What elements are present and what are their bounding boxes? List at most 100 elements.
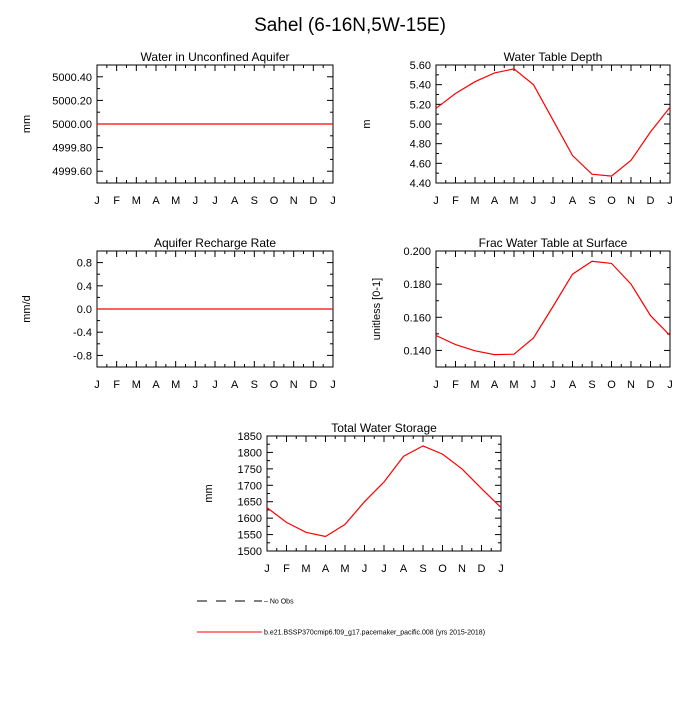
x-tick-label: M [340,563,349,575]
y-tick-label: -0.4 [73,327,92,339]
y-tick-label: 1650 [238,497,262,509]
x-tick-label: A [152,195,160,207]
y-tick-label: 1800 [238,447,262,459]
x-tick-label: M [171,195,180,207]
x-tick-label: D [647,195,655,207]
y-tick-label: 1550 [238,530,262,542]
plot-frame [266,435,502,552]
x-tick-label: J [498,563,504,575]
x-tick-label: M [470,195,479,207]
x-tick-label: A [231,379,239,391]
y-tick-label: -0.8 [73,350,92,362]
y-tick-label: 0.140 [403,345,431,357]
x-tick-label: S [588,379,595,391]
y-axis-label: unitless [0-1] [371,278,383,340]
legend-obs-label: – No Obs [264,599,294,606]
x-tick-label: N [627,195,635,207]
x-tick-label: M [171,379,180,391]
x-tick-label: J [531,379,537,391]
x-tick-label: A [491,379,499,391]
x-tick-label: J [94,195,100,207]
series-line-model [435,260,671,356]
y-tick-label: 5.00 [410,119,431,131]
panel-title: Water in Unconfined Aquifer [141,50,290,64]
x-tick-label: J [212,379,218,391]
x-tick-label: D [309,379,317,391]
y-axis-label: mm [21,115,33,133]
y-tick-label: 0.180 [403,279,431,291]
legend: – No Obs b.e21.BSSP370cmip6.f09_g17.pace… [197,599,485,637]
y-axis-label: mm [203,484,215,502]
x-tick-label: S [251,379,258,391]
y-tick-label: 5000.40 [52,72,92,84]
x-tick-label: F [113,195,120,207]
panel-title: Aquifer Recharge Rate [154,236,276,250]
x-tick-label: N [290,379,298,391]
y-tick-label: 1750 [238,464,262,476]
x-tick-label: O [438,563,447,575]
x-tick-label: J [667,379,673,391]
y-tick-label: 1700 [238,480,262,492]
x-tick-label: A [400,563,408,575]
x-tick-label: J [667,195,673,207]
x-tick-label: M [509,379,518,391]
x-tick-label: J [330,379,336,391]
y-tick-label: 5.60 [410,60,431,72]
x-tick-label: A [491,195,499,207]
y-tick-label: 4.80 [410,139,431,151]
x-tick-label: M [132,379,141,391]
x-tick-label: M [509,195,518,207]
x-tick-label: O [607,379,616,391]
x-tick-label: S [251,195,258,207]
y-tick-label: 0.200 [403,246,431,258]
y-tick-label: 1850 [238,431,262,443]
x-tick-label: J [550,379,556,391]
page-title: Sahel (6-16N,5W-15E) [254,15,446,36]
x-tick-label: N [290,195,298,207]
x-tick-label: J [550,195,556,207]
y-axis-label: m [361,119,373,128]
y-tick-label: 0.8 [77,258,92,270]
x-tick-label: J [94,379,100,391]
y-tick-label: 4999.60 [52,166,92,178]
panel-title: Total Water Storage [331,421,437,435]
x-tick-label: M [301,563,310,575]
x-tick-label: J [264,563,270,575]
panel-title: Frac Water Table at Surface [479,236,628,250]
x-tick-label: M [470,379,479,391]
x-tick-label: J [433,379,439,391]
y-tick-label: 5.20 [410,99,431,111]
x-tick-label: J [330,195,336,207]
x-tick-label: A [231,195,239,207]
y-tick-label: 0.160 [403,312,431,324]
x-tick-label: J [362,563,368,575]
x-tick-label: F [283,563,290,575]
y-tick-label: 1500 [238,546,262,558]
x-tick-label: A [322,563,330,575]
x-tick-label: N [627,379,635,391]
y-tick-label: 5000.20 [52,95,92,107]
x-tick-label: A [569,195,577,207]
x-tick-label: A [152,379,160,391]
x-tick-label: S [419,563,426,575]
plot-frame [435,64,671,184]
x-tick-label: O [270,195,279,207]
y-tick-label: 5.40 [410,80,431,92]
y-tick-label: 0.4 [77,281,92,293]
x-tick-label: D [647,379,655,391]
x-tick-label: M [132,195,141,207]
y-axis-label: mm/d [21,295,33,323]
series-line-model [266,445,502,538]
y-tick-label: 4.40 [410,178,431,190]
x-tick-label: J [433,195,439,207]
y-tick-label: 4.60 [410,158,431,170]
x-tick-label: F [452,379,459,391]
x-tick-label: N [458,563,466,575]
